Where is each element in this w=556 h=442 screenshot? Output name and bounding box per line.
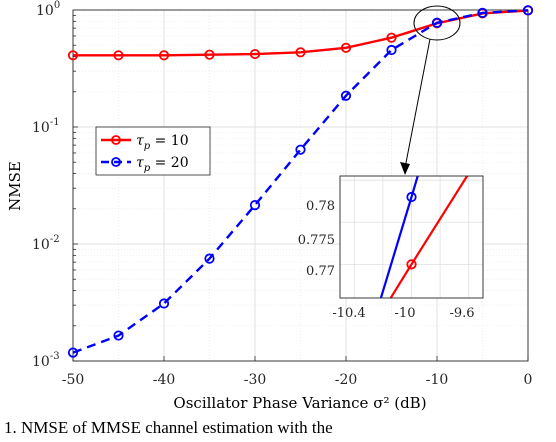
x-tick-label: -40 <box>153 372 176 388</box>
inset-x-tick-label: -9.6 <box>449 306 474 321</box>
y-tick-label: 10-3 <box>32 351 60 370</box>
inset-line-tau20 <box>379 176 419 298</box>
inset-frame <box>339 175 484 299</box>
inset-y-tick-label: 0.77 <box>306 264 335 279</box>
inset-point-tau20 <box>406 191 417 203</box>
inset-x-tick-label: -10.4 <box>332 306 365 321</box>
x-tick-label: -50 <box>62 372 85 388</box>
data-point-tau10 <box>113 50 124 61</box>
y-axis-label: NMSE <box>6 161 24 211</box>
y-tick-labels: 10-3 10-2 10-1 100 <box>32 0 60 370</box>
legend-marker-tau20 <box>111 157 121 167</box>
data-point-tau20 <box>477 7 488 18</box>
x-tick-label: -10 <box>426 372 449 388</box>
data-point-tau20 <box>386 44 397 56</box>
legend-box <box>95 126 211 176</box>
inset-point-tau10 <box>406 259 417 270</box>
data-point-tau20 <box>158 298 170 309</box>
data-point-tau20 <box>204 253 215 264</box>
legend: τp = 10 τp = 20 <box>95 126 211 176</box>
x-axis-label: Oscillator Phase Variance σ² (dB) <box>173 394 426 412</box>
legend-entry-tau20: τp = 20 <box>101 155 189 174</box>
x-tick-labels: -50 -40 -30 -20 -10 0 <box>62 372 533 388</box>
inset-y-tick-label: 0.78 <box>306 199 335 214</box>
zoom-arrow <box>404 38 431 169</box>
x-tick-label: -20 <box>335 372 358 388</box>
legend-entry-tau10: τp = 10 <box>101 133 189 152</box>
inset-x-tick-labels: -10.4 -10 -9.6 <box>332 306 474 321</box>
figure-caption: 1. NMSE of MMSE channel estimation with … <box>4 418 333 437</box>
x-tick-label: -30 <box>244 372 267 388</box>
x-tick-label: 0 <box>524 372 533 388</box>
nmse-figure: -50 -40 -30 -20 -10 0 10-3 10-2 10-1 100… <box>6 0 534 412</box>
inset-grid <box>340 176 483 298</box>
data-point-tau20 <box>295 144 306 155</box>
inset-series-layer <box>379 176 469 298</box>
data-point-tau10 <box>67 50 79 61</box>
legend-marker-tau10 <box>111 135 121 145</box>
legend-label-tau10: τp = 10 <box>136 133 189 152</box>
data-point-tau20 <box>113 330 124 341</box>
main-series-layer <box>67 5 534 358</box>
data-point-tau20 <box>249 200 261 211</box>
inset-x-tick-label: -10 <box>395 306 416 321</box>
series-line-tau20 <box>72 9 529 354</box>
inset-y-tick-label: 0.775 <box>298 233 335 248</box>
main-tick-marks <box>72 14 529 362</box>
data-point-tau10 <box>249 48 261 60</box>
zoom-region-ellipse <box>413 5 461 41</box>
data-point-tau20 <box>431 17 443 28</box>
main-plot-frame <box>72 9 529 362</box>
inset-plot: -10.4 -10 -9.6 0.77 0.775 0.78 <box>298 175 484 321</box>
data-point-tau10 <box>158 50 170 61</box>
data-point-tau10 <box>204 49 215 60</box>
data-point-tau20 <box>522 5 534 16</box>
data-point-tau20 <box>340 90 352 101</box>
data-point-tau10 <box>340 42 352 53</box>
zoom-arrowhead <box>400 162 410 175</box>
inset-y-tick-labels: 0.77 0.775 0.78 <box>298 199 335 279</box>
data-point-tau10 <box>295 47 306 58</box>
data-point-tau20 <box>67 347 79 358</box>
inset-line-tau10 <box>389 176 469 298</box>
y-tick-label: 10-2 <box>32 234 60 253</box>
y-tick-label: 10-1 <box>32 117 60 136</box>
data-point-tau10 <box>386 32 397 43</box>
y-tick-label: 100 <box>36 0 60 19</box>
legend-label-tau20: τp = 20 <box>136 155 189 174</box>
